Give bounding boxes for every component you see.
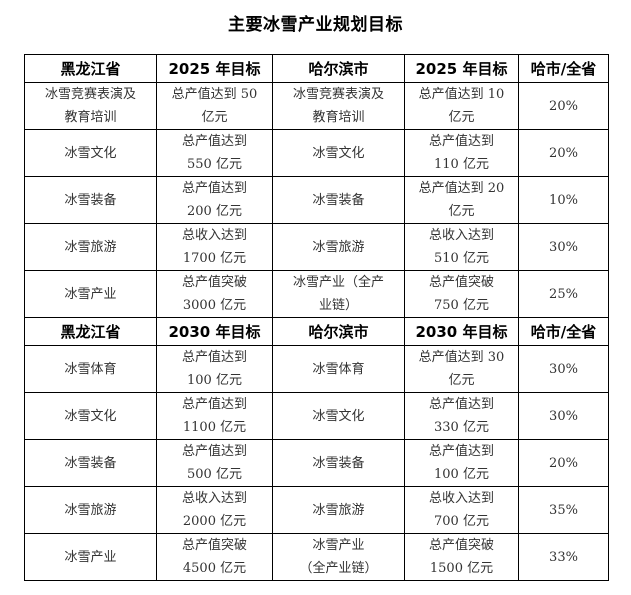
cell-province-category: 冰雪装备 (24, 439, 157, 487)
table-row: 冰雪旅游 总收入达到 2000 亿元 冰雪旅游 总收入达到 700 亿元 35% (24, 486, 609, 534)
cell-city-province-ratio: 25% (518, 270, 609, 318)
table-row: 冰雪旅游 总收入达到 1700 亿元 冰雪旅游 总收入达到 510 亿元 30% (24, 223, 609, 271)
cell-province-category: 冰雪文化 (24, 129, 157, 177)
column-header-city-target: 2025 年目标 (404, 54, 519, 83)
column-header-city-province-ratio: 哈市/全省 (518, 317, 609, 346)
cell-city-category: 冰雪装备 (272, 439, 405, 487)
cell-province-category: 冰雪文化 (24, 392, 157, 440)
table-row: 冰雪产业 总产值突破 4500 亿元 冰雪产业 （全产业链） 总产值突破 1500 亿… (24, 533, 609, 581)
cell-province-target: 总收入达到 1700 亿元 (156, 223, 273, 271)
cell-city-category: 冰雪旅游 (272, 486, 405, 534)
column-header-province-target: 2030 年目标 (156, 317, 273, 346)
cell-city-target: 总产值突破 750 亿元 (404, 270, 519, 318)
table-row: 冰雪体育 总产值达到 100 亿元 冰雪体育 总产值达到 30 亿元 30% (24, 345, 609, 393)
cell-city-category: 冰雪旅游 (272, 223, 405, 271)
cell-city-target: 总收入达到 700 亿元 (404, 486, 519, 534)
cell-city-category: 冰雪产业（全产 业链） (272, 270, 405, 318)
cell-city-target: 总产值达到 30 亿元 (404, 345, 519, 393)
table-row: 冰雪装备 总产值达到 500 亿元 冰雪装备 总产值达到 100 亿元 20% (24, 439, 609, 487)
table-row: 冰雪装备 总产值达到 200 亿元 冰雪装备 总产值达到 20 亿元 10% (24, 176, 609, 224)
cell-city-province-ratio: 10% (518, 176, 609, 224)
cell-city-target: 总产值突破 1500 亿元 (404, 533, 519, 581)
column-header-province-category: 黑龙江省 (24, 54, 157, 83)
cell-province-target: 总产值达到 550 亿元 (156, 129, 273, 177)
cell-province-target: 总产值突破 3000 亿元 (156, 270, 273, 318)
column-header-city-province-ratio: 哈市/全省 (518, 54, 609, 83)
cell-province-category: 冰雪竞赛表演及 教育培训 (24, 82, 157, 130)
cell-province-target: 总产值突破 4500 亿元 (156, 533, 273, 581)
cell-city-category: 冰雪文化 (272, 392, 405, 440)
cell-city-province-ratio: 20% (518, 129, 609, 177)
cell-city-target: 总产值达到 110 亿元 (404, 129, 519, 177)
column-header-city-category: 哈尔滨市 (272, 54, 405, 83)
cell-province-category: 冰雪产业 (24, 270, 157, 318)
cell-province-category: 冰雪装备 (24, 176, 157, 224)
cell-city-province-ratio: 30% (518, 223, 609, 271)
cell-city-target: 总产值达到 330 亿元 (404, 392, 519, 440)
cell-city-province-ratio: 20% (518, 439, 609, 487)
cell-city-province-ratio: 35% (518, 486, 609, 534)
cell-city-category: 冰雪竞赛表演及 教育培训 (272, 82, 405, 130)
cell-province-category: 冰雪体育 (24, 345, 157, 393)
column-header-city-category: 哈尔滨市 (272, 317, 405, 346)
cell-city-category: 冰雪体育 (272, 345, 405, 393)
cell-city-target: 总产值达到 10 亿元 (404, 82, 519, 130)
table-row: 冰雪文化 总产值达到 1100 亿元 冰雪文化 总产值达到 330 亿元 30% (24, 392, 609, 440)
document-title: 主要冰雪产业规划目标 (228, 15, 403, 35)
cell-province-target: 总产值达到 50 亿元 (156, 82, 273, 130)
table-header-row: 黑龙江省 2030 年目标 哈尔滨市 2030 年目标 哈市/全省 (24, 317, 609, 346)
cell-city-province-ratio: 30% (518, 392, 609, 440)
cell-province-target: 总产值达到 500 亿元 (156, 439, 273, 487)
cell-city-province-ratio: 33% (518, 533, 609, 581)
column-header-city-target: 2030 年目标 (404, 317, 519, 346)
cell-city-target: 总产值达到 100 亿元 (404, 439, 519, 487)
cell-city-category: 冰雪装备 (272, 176, 405, 224)
cell-city-province-ratio: 30% (518, 345, 609, 393)
cell-city-category: 冰雪文化 (272, 129, 405, 177)
cell-province-target: 总收入达到 2000 亿元 (156, 486, 273, 534)
cell-province-target: 总产值达到 200 亿元 (156, 176, 273, 224)
planning-targets-table: 黑龙江省 2025 年目标 哈尔滨市 2025 年目标 哈市/全省 冰雪竞赛表演及 教育培… (24, 54, 609, 581)
cell-province-category: 冰雪旅游 (24, 486, 157, 534)
table-header-row: 黑龙江省 2025 年目标 哈尔滨市 2025 年目标 哈市/全省 (24, 54, 609, 83)
table-row: 冰雪竞赛表演及 教育培训 总产值达到 50 亿元 冰雪竞赛表演及 教育培训 总产值达到… (24, 82, 609, 130)
table-row: 冰雪文化 总产值达到 550 亿元 冰雪文化 总产值达到 110 亿元 20% (24, 129, 609, 177)
cell-city-target: 总收入达到 510 亿元 (404, 223, 519, 271)
cell-province-category: 冰雪旅游 (24, 223, 157, 271)
column-header-province-target: 2025 年目标 (156, 54, 273, 83)
cell-city-province-ratio: 20% (518, 82, 609, 130)
cell-province-target: 总产值达到 1100 亿元 (156, 392, 273, 440)
cell-city-category: 冰雪产业 （全产业链） (272, 533, 405, 581)
table-row: 冰雪产业 总产值突破 3000 亿元 冰雪产业（全产 业链） 总产值突破 750 亿元… (24, 270, 609, 318)
cell-city-target: 总产值达到 20 亿元 (404, 176, 519, 224)
column-header-province-category: 黑龙江省 (24, 317, 157, 346)
cell-province-category: 冰雪产业 (24, 533, 157, 581)
cell-province-target: 总产值达到 100 亿元 (156, 345, 273, 393)
